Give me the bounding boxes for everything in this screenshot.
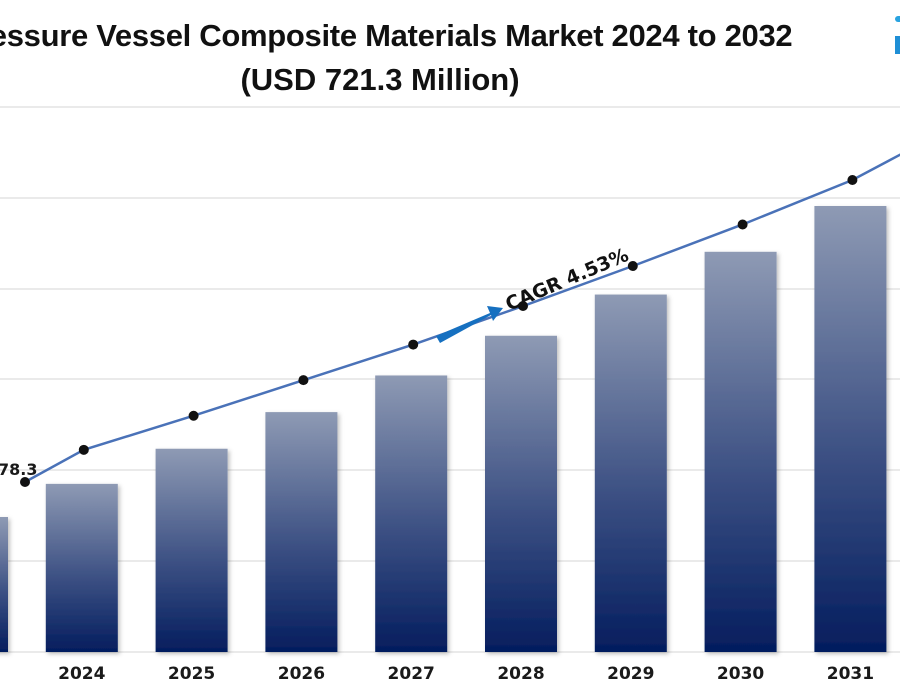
chart-subtitle: (USD 721.3 Million) [240,62,520,97]
bars [0,206,887,652]
line-marker-2029 [627,260,638,271]
x-tick-label-2024: 2024 [58,664,105,684]
x-tick-label-2026: 2026 [278,664,325,684]
x-tick-label-2028: 2028 [497,664,544,684]
line-marker-2024 [78,444,89,455]
line-marker-2025 [188,410,199,421]
bar-2025 [155,448,228,652]
brand-logo [893,16,900,76]
bar-2030 [704,251,777,652]
x-tick-label-2030: 2030 [717,664,764,684]
x-tick-label-2027: 2027 [388,664,435,684]
logo-dot-icon [895,16,900,22]
chart-title-line1: Pressure Vessel Composite Materials Mark… [0,18,793,53]
logo-bar-icon [895,36,900,54]
line-marker-2027 [408,339,419,350]
bar-2031 [814,206,887,652]
x-axis-labels: 2024 2025 2026 2027 2028 2029 2030 2031 [58,664,874,684]
bar-2023 [0,517,8,652]
bar-2024 [45,483,118,652]
bar-2028 [485,335,557,652]
line-marker-2028 [518,301,528,312]
bar-2026 [265,412,338,652]
x-tick-label-2029: 2029 [607,664,654,684]
line-marker-2031 [847,175,858,185]
data-label-2023: 78.3 [0,460,37,479]
chart-title: Pressure Vessel Composite Materials Mark… [0,14,900,104]
line-marker-2023 [20,477,30,487]
cagr-arrow-icon [436,306,503,343]
x-tick-label-2025: 2025 [168,664,215,684]
bar-2029 [594,294,667,652]
line-marker-2026 [298,375,309,386]
line-marker-2030 [737,219,748,230]
bar-2027 [375,375,448,652]
x-tick-label-2031: 2031 [827,664,874,684]
